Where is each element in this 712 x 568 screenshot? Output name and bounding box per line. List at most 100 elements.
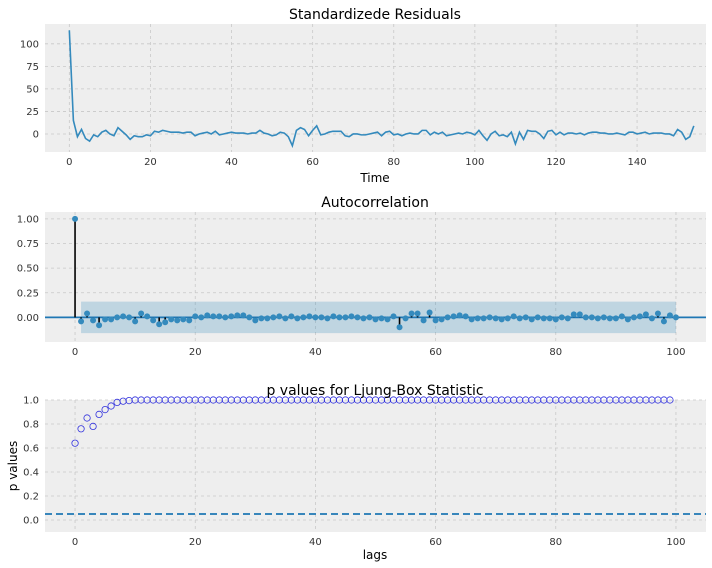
residuals-grid (45, 24, 706, 152)
residuals-ytick-label: 50 (26, 84, 39, 95)
acf-marker (174, 317, 181, 324)
ljungbox-ytick-label: 0.6 (23, 444, 39, 455)
acf-marker (378, 315, 385, 322)
residuals-xlabel: Time (359, 171, 389, 185)
ljungbox-ytick-label: 0.2 (23, 492, 39, 503)
acf-marker (474, 315, 481, 322)
acf-marker (432, 317, 439, 324)
ljungbox-xtick-label: 80 (549, 537, 562, 548)
residuals-xtick-label: 140 (628, 157, 647, 168)
acf-marker (450, 313, 457, 320)
acf-marker (462, 313, 469, 320)
residuals-xtick-label: 0 (66, 157, 72, 168)
acf-marker (468, 316, 475, 323)
residuals-panel: 0 20 40 60 80 100 120 140 0 25 50 75 100 Standardiz… (20, 7, 706, 185)
acf-marker (498, 316, 505, 323)
acf-marker (528, 316, 535, 323)
acf-markers (72, 215, 679, 331)
acf-marker (558, 314, 565, 321)
acf-marker (126, 314, 133, 321)
ljungbox-point (71, 439, 79, 447)
ljungbox-point (95, 410, 103, 418)
acf-marker (96, 322, 103, 329)
acf-marker (306, 313, 313, 320)
acf-marker (420, 317, 427, 324)
acf-marker (84, 310, 91, 317)
ljungbox-point (101, 405, 109, 414)
residuals-ytick-label: 25 (26, 107, 39, 118)
acf-ytick-label: 0.25 (17, 288, 39, 299)
ljungbox-xtick-label: 100 (666, 537, 685, 548)
ljungbox-ytick-label: 0.8 (23, 420, 39, 431)
ljungbox-point (83, 414, 91, 422)
acf-marker (144, 313, 151, 320)
residuals-line (68, 30, 695, 149)
acf-marker (534, 314, 541, 321)
residuals-xtick-label: 20 (144, 157, 157, 168)
acf-marker (408, 310, 415, 317)
ljungbox-yticks: 0.0 0.2 0.4 0.6 0.8 1.0 (23, 396, 39, 527)
residuals-xtick-label: 120 (546, 157, 565, 168)
acf-marker (342, 314, 349, 321)
acf-marker (324, 315, 331, 322)
acf-marker (384, 316, 391, 323)
acf-marker (606, 315, 613, 322)
ljungbox-xtick-label: 60 (429, 537, 442, 548)
ljungbox-plot-area (45, 400, 706, 532)
acf-marker (204, 312, 211, 319)
residuals-ytick-label: 100 (20, 39, 39, 50)
acf-marker (108, 316, 115, 323)
acf-marker (516, 315, 523, 322)
acf-marker (258, 315, 265, 322)
acf-xtick-label: 20 (189, 347, 202, 358)
residuals-ytick-label: 0 (33, 129, 39, 140)
ljungbox-points (71, 396, 674, 447)
acf-xtick-label: 100 (666, 347, 685, 358)
ljungbox-ylabel: p values (6, 441, 20, 491)
acf-xtick-label: 40 (309, 347, 322, 358)
acf-xtick-label: 0 (72, 347, 78, 358)
acf-marker (438, 316, 445, 323)
acf-marker (510, 313, 517, 320)
acf-marker (582, 314, 589, 321)
ljungbox-xtick-label: 40 (309, 537, 322, 548)
acf-marker (348, 313, 355, 320)
ljungbox-point (89, 422, 97, 430)
acf-marker (180, 316, 187, 323)
acf-marker (402, 315, 409, 322)
acf-marker (588, 314, 595, 321)
acf-marker (426, 309, 433, 316)
ljungbox-grid (45, 399, 706, 532)
residuals-xtick-label: 80 (387, 157, 400, 168)
acf-marker (552, 316, 559, 323)
ljungbox-point (107, 402, 115, 410)
acf-marker (90, 317, 97, 324)
acf-marker (672, 314, 679, 321)
acf-marker (72, 215, 79, 222)
acf-marker (150, 317, 157, 324)
ljungbox-panel: 0 20 40 60 80 100 0.0 0.2 0.4 0.6 0.8 1.0 p values… (6, 383, 706, 562)
acf-marker (288, 313, 295, 320)
acf-marker (246, 314, 253, 321)
acf-marker (564, 315, 571, 322)
acf-marker (444, 314, 451, 321)
ljungbox-ytick-label: 0.4 (23, 468, 39, 479)
residuals-title: Standardizede Residuals (289, 7, 461, 23)
acf-title: Autocorrelation (321, 195, 429, 211)
acf-marker (366, 314, 373, 321)
acf-marker (630, 314, 637, 321)
acf-marker (642, 311, 649, 318)
acf-marker (612, 315, 619, 322)
acf-marker (276, 313, 283, 320)
acf-marker (618, 313, 625, 320)
acf-marker (186, 317, 193, 324)
acf-marker (636, 313, 643, 320)
acf-marker (318, 314, 325, 321)
acf-marker (414, 310, 421, 317)
residuals-yticks: 0 25 50 75 100 (20, 39, 39, 140)
acf-marker (546, 315, 553, 322)
acf-marker (492, 315, 499, 322)
acf-marker (540, 315, 547, 322)
acf-marker (648, 315, 655, 322)
